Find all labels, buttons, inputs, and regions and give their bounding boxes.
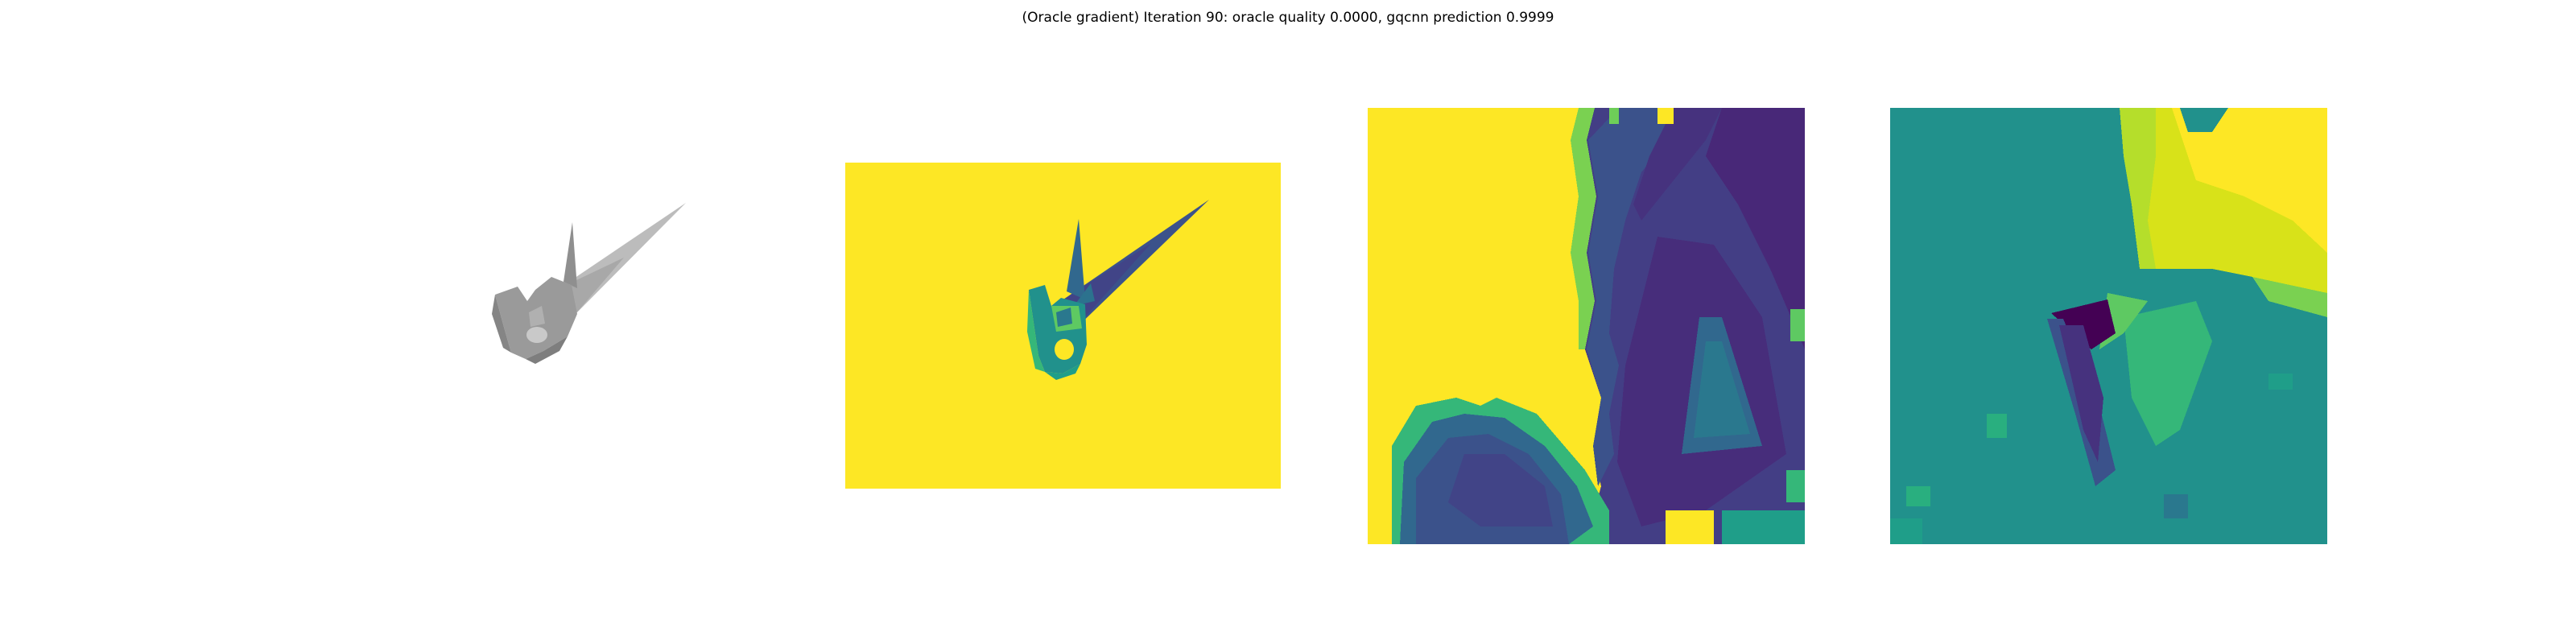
depth-image [845,163,1281,489]
depth-image-panel [845,163,1281,489]
gradient-crop-panel [1890,108,2327,544]
depth-crop-panel [1368,108,1805,544]
figure-title: (Oracle gradient) Iteration 90: oracle q… [1022,10,1554,26]
depth-crop-image [1368,108,1805,544]
rendered-object-panel [439,193,737,386]
rendered-object-mesh [492,203,686,364]
gradient-crop-image [1890,108,2327,544]
